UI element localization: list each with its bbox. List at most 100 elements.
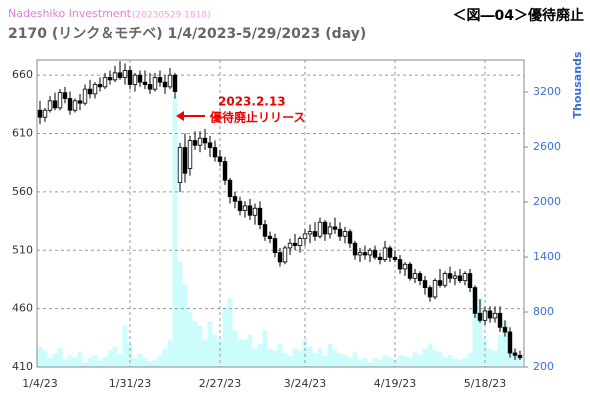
volume-bar: [277, 344, 283, 367]
x-tick-label: 2/27/23: [199, 377, 241, 390]
volume-bar: [342, 355, 348, 367]
candle-body: [182, 147, 188, 174]
candle-body: [262, 224, 268, 237]
annotation: 2023.2.13: [218, 95, 286, 109]
candle-body: [152, 77, 158, 90]
volume-bar: [282, 353, 288, 367]
candle-body: [47, 100, 53, 111]
volume-bar: [162, 348, 168, 367]
candle-body: [192, 140, 198, 146]
volume-bar: [257, 344, 263, 367]
volume-bar: [497, 334, 503, 367]
candle-body: [417, 273, 423, 282]
candle-body: [487, 310, 493, 319]
volume-bar: [102, 356, 108, 367]
volume-bar: [437, 352, 443, 367]
candle-body: [327, 226, 333, 235]
plot-frame: [36, 59, 525, 368]
volume-bar: [477, 298, 483, 367]
volume-bar: [432, 350, 438, 367]
candle-body: [497, 312, 503, 328]
x-tick-label: 1/31/23: [109, 377, 151, 390]
candle-body: [77, 100, 83, 104]
candle-body: [312, 231, 318, 237]
candle-body: [482, 310, 488, 321]
volume-bar: [327, 344, 333, 367]
candle-body: [137, 74, 143, 83]
volume-bar: [292, 348, 298, 367]
volume-bar: [357, 359, 363, 367]
candle-body: [247, 205, 253, 216]
candle-body: [467, 273, 473, 289]
x-tick-label: 5/18/23: [464, 377, 506, 390]
candle-body: [457, 275, 463, 282]
volume-bar: [397, 355, 403, 367]
volume-bar: [132, 357, 138, 367]
candle-body: [397, 259, 403, 270]
candle-body: [287, 242, 293, 249]
candle-body: [432, 280, 438, 298]
candle-body: [402, 263, 408, 270]
volume-bar: [312, 353, 318, 367]
volume-bar: [337, 353, 343, 367]
candle-body: [372, 249, 378, 258]
volume-bar: [457, 359, 463, 367]
candle-body: [217, 156, 223, 162]
candle-body: [347, 231, 353, 244]
timestamp: (20230529 1818): [132, 11, 211, 21]
candle-body: [82, 88, 88, 104]
candle-body: [412, 273, 418, 279]
volume-bar: [202, 339, 208, 367]
candle-body: [442, 273, 448, 286]
y-tick-label: 560: [12, 185, 33, 198]
candle-body: [492, 312, 498, 319]
volume-bar: [147, 361, 153, 367]
volume-bar: [367, 362, 373, 367]
source: Nadeshiko Investment: [8, 7, 132, 20]
volume-bar: [192, 321, 198, 367]
candle-body: [297, 238, 303, 247]
y2-tick-label: 800: [533, 305, 554, 318]
volume-bar: [197, 325, 203, 367]
volume-bar: [157, 355, 163, 367]
volume-bar: [317, 348, 323, 367]
volume-bar: [452, 358, 458, 367]
candle-body: [342, 231, 348, 237]
volume-bar: [362, 357, 368, 367]
volume-layer: [37, 96, 523, 368]
volume-bar: [407, 357, 413, 367]
volume-bar: [182, 284, 188, 367]
candle-body: [252, 207, 258, 216]
candle-body: [62, 92, 68, 99]
y2-tick-label: 3200: [533, 85, 561, 98]
candle-body: [472, 287, 478, 314]
y-tick-label: 510: [12, 243, 33, 256]
volume-bar: [167, 339, 173, 367]
candle-body: [307, 231, 313, 235]
candle-body: [362, 252, 368, 256]
volume-bar: [77, 352, 83, 367]
y-tick-label: 610: [12, 127, 33, 140]
volume-bar: [347, 357, 353, 367]
volume-bar: [447, 355, 453, 367]
volume-bar: [52, 353, 58, 367]
candle-body: [187, 140, 193, 169]
volume-bar: [492, 350, 498, 367]
candle-body: [237, 200, 243, 211]
volume-bar: [242, 339, 248, 367]
candle-body: [377, 256, 383, 261]
candle-body: [337, 228, 343, 237]
volume-bar: [302, 339, 308, 367]
candle-body: [67, 98, 73, 111]
candle-body: [257, 207, 263, 225]
candle-body: [232, 196, 238, 202]
volume-bar: [487, 348, 493, 367]
candle-body: [222, 161, 228, 181]
candle-body: [147, 84, 153, 90]
candle-body: [352, 242, 358, 256]
candle-body: [317, 221, 323, 237]
volume-bar: [112, 346, 118, 367]
candle-body: [97, 84, 103, 88]
annotation-arrowhead: [176, 111, 184, 121]
volume-bar: [287, 356, 293, 367]
